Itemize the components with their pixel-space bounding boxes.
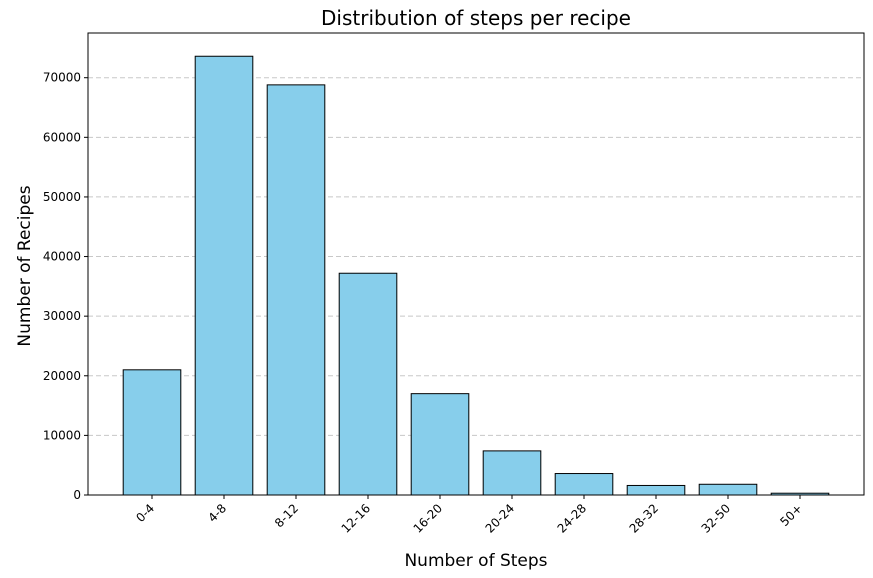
bar-16-20 [410,393,470,496]
x-tick-label: 24-28 [555,501,590,536]
bar-24-28 [554,473,614,496]
y-tick-label: 20000 [43,369,81,383]
x-tick-label: 28-32 [627,501,662,536]
x-axis-ticks: 0-4 4-8 8-12 12-16 16-20 20-24 24-28 28-32 32-50… [133,495,805,536]
x-tick-label: 20-24 [483,501,518,536]
x-axis-title: Number of Steps [404,551,547,571]
x-tick-label: 32-50 [699,501,734,536]
x-tick-label: 50+ [777,501,805,529]
bar-4-8 [194,55,254,496]
bar-8-12 [266,84,326,496]
bar-12-16 [338,272,398,496]
bar-20-24 [482,450,542,496]
x-tick-label: 0-4 [133,501,157,525]
y-tick-label: 0 [73,488,81,502]
bar-0-4 [122,369,182,496]
y-tick-label: 30000 [43,309,81,323]
y-tick-label: 60000 [43,130,81,144]
y-tick-label: 70000 [43,71,81,85]
bar-28-32 [626,484,686,496]
x-tick-label: 12-16 [339,501,374,536]
bar-32-50 [698,483,758,496]
y-axis-title: Number of Recipes [15,185,35,346]
y-tick-label: 50000 [43,190,81,204]
x-tick-label: 8-12 [272,501,301,530]
y-axis-ticks: 0 10000 20000 30000 40000 50000 60000 70000 [43,71,88,502]
y-tick-label: 10000 [43,428,81,442]
x-tick-label: 16-20 [411,501,446,536]
y-tick-label: 40000 [43,250,81,264]
bars [122,55,830,496]
plot-frame [87,32,865,496]
chart-title: Distribution of steps per recipe [321,6,631,30]
x-tick-label: 4-8 [205,501,229,525]
